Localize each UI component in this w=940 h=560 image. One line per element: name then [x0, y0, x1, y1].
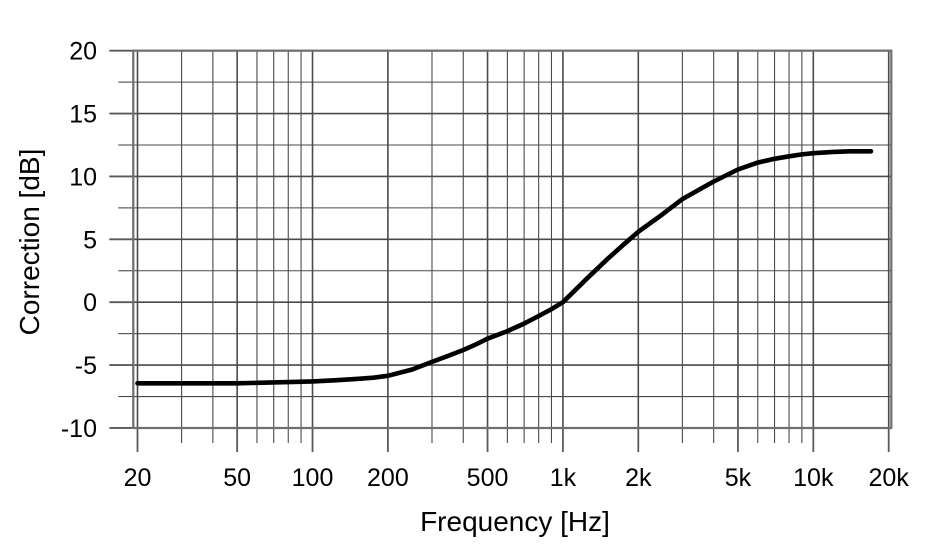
x-axis-title: Frequency [Hz] [420, 506, 610, 537]
x-tick-label: 2k [625, 464, 652, 492]
plot-frame [132, 49, 893, 430]
y-tick-label: 5 [83, 226, 97, 254]
correction-curve [135, 149, 874, 386]
x-tick-label: 1k [550, 464, 577, 492]
x-tick-label: 20 [124, 464, 152, 492]
x-tick-label: 500 [467, 464, 509, 492]
y-tick-label: -10 [61, 415, 97, 443]
x-tick-label: 200 [367, 464, 409, 492]
x-tick-label: 50 [223, 464, 251, 492]
y-tick-label: 10 [69, 163, 97, 191]
x-tick-label: 20k [869, 464, 910, 492]
x-tick-label: 5k [725, 464, 752, 492]
y-tick-label: 20 [69, 38, 97, 66]
x-tick-label: 10k [793, 464, 834, 492]
y-tick-label: 15 [69, 101, 97, 129]
y-tick-label: -5 [75, 352, 97, 380]
x-tick-label: 100 [292, 464, 334, 492]
y-tick-label: 0 [83, 289, 97, 317]
y-axis-title: Correction [dB] [14, 148, 45, 336]
